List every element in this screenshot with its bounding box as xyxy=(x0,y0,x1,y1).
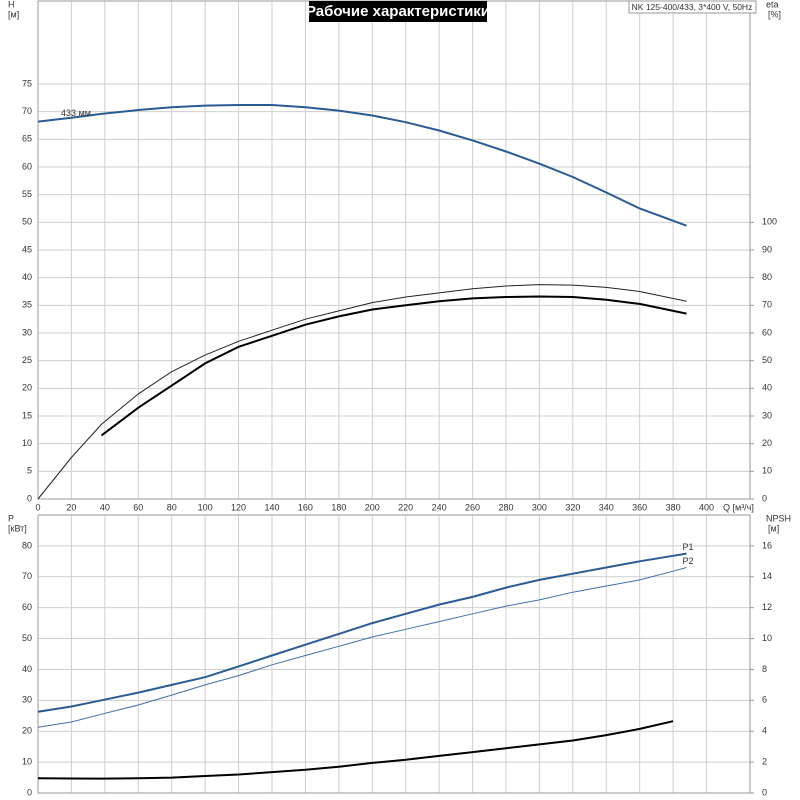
y2-tick-label: 4 xyxy=(762,726,767,736)
x-tick-label: 220 xyxy=(398,502,413,512)
x-tick-label: 60 xyxy=(133,502,143,512)
x-tick-label: 40 xyxy=(100,502,110,512)
series-line xyxy=(37,104,687,227)
series-label: 433 мм xyxy=(61,108,91,118)
x-tick-label: 380 xyxy=(666,502,681,512)
y-tick-label: 40 xyxy=(22,664,32,674)
y2-axis-label: NPSH xyxy=(766,513,791,523)
y-tick-label: 70 xyxy=(22,571,32,581)
title-box xyxy=(309,1,487,22)
chart-subtitle: NK 125-400/433, 3*400 V, 50Hz xyxy=(632,2,753,12)
x-tick-label: 100 xyxy=(198,502,213,512)
series-line xyxy=(37,284,687,500)
x-tick-label: 300 xyxy=(532,502,547,512)
y2-tick-label: 0 xyxy=(762,493,767,503)
y2-axis-label: eta xyxy=(766,0,779,9)
chart-title: Рабочие характеристики xyxy=(306,3,490,20)
series-label: P2 xyxy=(682,556,693,566)
y-axis-label: P xyxy=(8,513,14,523)
y-tick-label: 20 xyxy=(22,383,32,393)
y-tick-label: 25 xyxy=(22,355,32,365)
x-tick-label: 240 xyxy=(432,502,447,512)
x-tick-label: 320 xyxy=(565,502,580,512)
y2-tick-label: 14 xyxy=(762,571,772,581)
series-line xyxy=(37,567,687,728)
y-tick-label: 40 xyxy=(22,272,32,282)
y-axis-unit: [кВт] xyxy=(8,523,27,533)
y-tick-label: 60 xyxy=(22,161,32,171)
y-tick-label: 60 xyxy=(22,602,32,612)
y-tick-label: 30 xyxy=(22,327,32,337)
y2-tick-label: 16 xyxy=(762,540,772,550)
y-tick-label: 10 xyxy=(22,438,32,448)
x-tick-label: 0 xyxy=(35,502,40,512)
y-tick-label: 5 xyxy=(27,466,32,476)
series-line xyxy=(37,720,674,780)
y2-tick-label: 90 xyxy=(762,244,772,254)
y2-axis-unit: [м] xyxy=(768,523,779,533)
y-tick-label: 35 xyxy=(22,300,32,310)
y-tick-label: 65 xyxy=(22,134,32,144)
series-line xyxy=(100,295,687,437)
plot-frame xyxy=(37,514,751,794)
x-tick-label: 180 xyxy=(331,502,346,512)
x-tick-label: 280 xyxy=(498,502,513,512)
y-tick-label: 0 xyxy=(27,787,32,797)
y-axis-unit: [м] xyxy=(8,9,19,19)
y-tick-label: 20 xyxy=(22,726,32,736)
x-tick-label: 200 xyxy=(365,502,380,512)
y2-tick-label: 0 xyxy=(762,787,767,797)
x-axis-label: Q [м³/ч] xyxy=(723,502,754,512)
y2-tick-label: 12 xyxy=(762,602,772,612)
y2-tick-label: 8 xyxy=(762,664,767,674)
y-tick-label: 10 xyxy=(22,756,32,766)
y-tick-label: 70 xyxy=(22,106,32,116)
y2-axis-unit: [%] xyxy=(768,9,781,19)
y-tick-label: 50 xyxy=(22,217,32,227)
x-tick-label: 160 xyxy=(298,502,313,512)
x-tick-label: 120 xyxy=(231,502,246,512)
y2-tick-label: 100 xyxy=(762,217,777,227)
x-tick-label: 260 xyxy=(465,502,480,512)
y2-tick-label: 80 xyxy=(762,272,772,282)
y2-tick-label: 10 xyxy=(762,633,772,643)
y-tick-label: 0 xyxy=(27,493,32,503)
x-tick-label: 140 xyxy=(264,502,279,512)
x-tick-label: 400 xyxy=(699,502,714,512)
x-tick-label: 80 xyxy=(167,502,177,512)
series-line xyxy=(37,552,687,713)
x-tick-label: 340 xyxy=(599,502,614,512)
y-axis-label: H xyxy=(8,0,15,9)
y2-tick-label: 6 xyxy=(762,695,767,705)
y-tick-label: 30 xyxy=(22,695,32,705)
y-tick-label: 55 xyxy=(22,189,32,199)
y2-tick-label: 40 xyxy=(762,383,772,393)
y-tick-label: 75 xyxy=(22,78,32,88)
y2-tick-label: 10 xyxy=(762,466,772,476)
y-tick-label: 80 xyxy=(22,540,32,550)
y2-tick-label: 2 xyxy=(762,756,767,766)
y2-tick-label: 70 xyxy=(762,300,772,310)
y2-tick-label: 20 xyxy=(762,438,772,448)
subtitle-box xyxy=(628,0,757,14)
series-label: P1 xyxy=(682,542,693,552)
y2-tick-label: 50 xyxy=(762,355,772,365)
y2-tick-label: 30 xyxy=(762,410,772,420)
y-tick-label: 45 xyxy=(22,244,32,254)
y-tick-label: 50 xyxy=(22,633,32,643)
x-tick-label: 360 xyxy=(632,502,647,512)
y2-tick-label: 60 xyxy=(762,327,772,337)
y-tick-label: 15 xyxy=(22,410,32,420)
x-tick-label: 20 xyxy=(66,502,76,512)
